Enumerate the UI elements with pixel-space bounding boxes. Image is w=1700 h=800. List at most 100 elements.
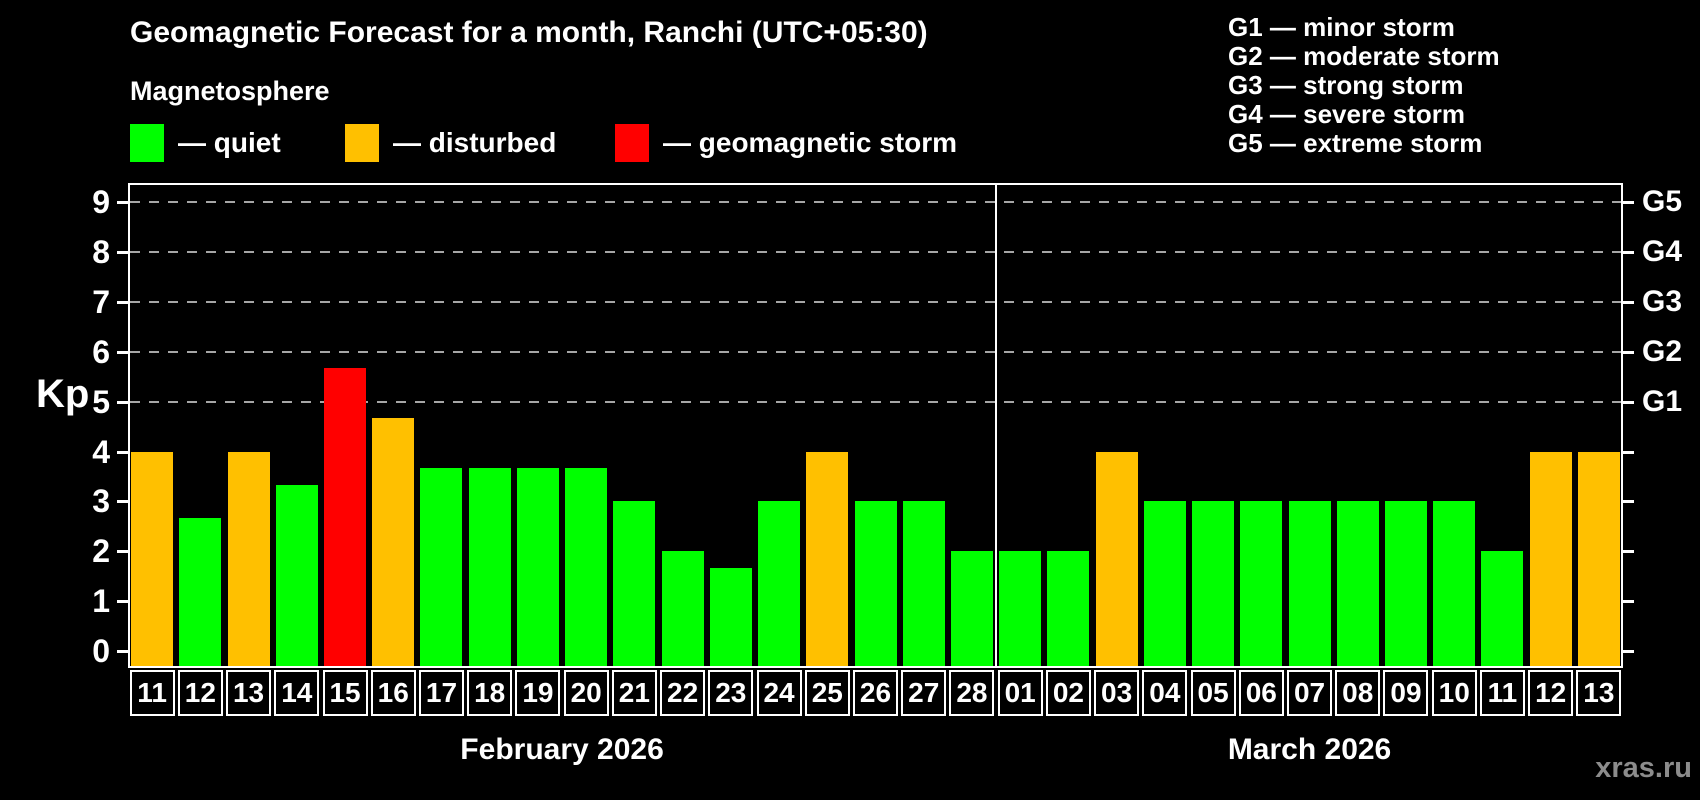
x-axis-day-label: 26 — [853, 670, 898, 716]
x-axis-day-label: 07 — [1287, 670, 1333, 716]
kp-bar — [516, 468, 559, 666]
g-legend-line: G5 — extreme storm — [1228, 128, 1483, 158]
y-tick-right — [1623, 350, 1634, 354]
kp-bar — [950, 551, 993, 666]
y-tick-left — [117, 500, 128, 504]
kp-bar — [1481, 551, 1524, 666]
x-axis-day-label: 12 — [177, 670, 223, 716]
x-axis-day-label: 22 — [660, 670, 706, 716]
disturbed-color-swatch-icon — [345, 124, 379, 162]
g-scale-legend: G1 — minor storm G2 — moderate storm G3 … — [1228, 13, 1500, 158]
kp-bar — [999, 551, 1042, 666]
month-label: February 2026 — [460, 733, 664, 766]
gridline-kp6 — [130, 350, 1621, 353]
x-axis-day-label: 02 — [1045, 670, 1091, 716]
kp-bar — [1529, 451, 1572, 666]
watermark: xras.ru — [1595, 752, 1692, 784]
kp-bar — [806, 451, 849, 666]
x-axis-day-label: 27 — [901, 670, 947, 716]
y-axis-tick-label: 5 — [92, 383, 110, 420]
x-axis-day-label: 08 — [1335, 670, 1381, 716]
legend-title: Magnetosphere — [130, 76, 330, 106]
x-axis-day-label: 01 — [997, 670, 1043, 716]
y-tick-left — [117, 350, 128, 354]
y-tick-left — [117, 400, 128, 404]
y-tick-left — [117, 450, 128, 454]
kp-bar — [1240, 501, 1283, 666]
kp-bar — [1192, 501, 1235, 666]
y-tick-left — [117, 650, 128, 653]
y-axis-tick-label: 7 — [92, 284, 110, 321]
x-axis-day-label: 21 — [611, 670, 657, 716]
kp-bar — [1577, 451, 1620, 666]
storm-color-swatch-icon — [615, 124, 649, 162]
gridline-kp8 — [130, 251, 1621, 254]
legend-item-label: — disturbed — [393, 127, 557, 158]
x-axis-day-label: 28 — [949, 670, 995, 716]
kp-bar — [131, 451, 174, 666]
x-axis-day-label: 13 — [226, 670, 272, 716]
g-scale-tick-label: G4 — [1642, 235, 1683, 269]
y-tick-right — [1623, 400, 1634, 404]
x-axis-day-label: 12 — [1528, 670, 1574, 716]
x-axis-day-label: 11 — [1479, 670, 1525, 716]
y-tick-right — [1623, 600, 1634, 604]
y-tick-right — [1623, 450, 1634, 454]
kp-bar — [902, 501, 945, 666]
x-axis-day-label: 24 — [756, 670, 802, 716]
g-scale-tick-label: G1 — [1642, 384, 1683, 418]
g-legend-line: G4 — severe storm — [1228, 99, 1466, 129]
legend-item-disturbed: — disturbed — [345, 122, 556, 164]
x-axis-day-label: 09 — [1383, 670, 1429, 716]
y-axis-tick-label: 3 — [92, 483, 110, 520]
y-axis-tick-label: 1 — [92, 583, 110, 620]
gridline-kp5 — [130, 400, 1621, 403]
y-axis-tick-label: 8 — [92, 234, 110, 271]
kp-bar — [854, 501, 897, 666]
y-tick-left — [117, 550, 128, 554]
kp-bar — [1336, 501, 1379, 666]
y-tick-left — [117, 600, 128, 604]
y-axis-tick-label: 9 — [92, 184, 110, 221]
g-legend-line: G3 — strong storm — [1228, 70, 1464, 100]
y-axis-title: Kp — [36, 372, 90, 416]
x-axis-day-label: 25 — [804, 670, 850, 716]
kp-bar — [1047, 551, 1090, 666]
kp-bar — [661, 551, 704, 666]
legend-item-storm: — geomagnetic storm — [615, 122, 957, 164]
kp-bar — [565, 468, 608, 666]
x-axis-day-label: 23 — [708, 670, 754, 716]
y-tick-right — [1623, 251, 1634, 255]
g-legend-line: G1 — minor storm — [1228, 12, 1455, 42]
g-scale-tick-label: G3 — [1642, 285, 1683, 319]
gridline-kp7 — [130, 301, 1621, 304]
x-axis-day-label: 20 — [563, 670, 609, 716]
g-scale-tick-label: G2 — [1642, 334, 1683, 368]
x-axis-day-label: 14 — [274, 670, 320, 716]
y-tick-right — [1623, 301, 1634, 305]
gridline-kp9 — [130, 201, 1621, 204]
quiet-color-swatch-icon — [130, 124, 164, 162]
g-legend-line: G2 — moderate storm — [1228, 41, 1500, 71]
y-tick-right — [1623, 550, 1634, 554]
kp-bar — [1433, 501, 1476, 666]
y-tick-right — [1623, 500, 1634, 504]
x-axis-day-label: 16 — [370, 670, 416, 716]
g-scale-tick-label: G5 — [1642, 185, 1683, 219]
x-axis-day-label: 10 — [1431, 670, 1477, 716]
kp-bar — [709, 567, 752, 666]
y-axis-tick-label: 0 — [92, 633, 110, 669]
y-tick-left — [117, 251, 128, 255]
legend-item-label: — quiet — [178, 127, 281, 158]
y-tick-left — [117, 301, 128, 305]
y-tick-left — [117, 201, 128, 205]
x-axis-day-label: 18 — [467, 670, 513, 716]
kp-bar — [324, 368, 367, 666]
x-axis-day-label: 06 — [1238, 670, 1284, 716]
kp-bar — [227, 451, 270, 666]
kp-bar — [468, 468, 511, 666]
y-axis-tick-label: 2 — [92, 533, 110, 570]
kp-bar — [758, 501, 801, 666]
kp-bar — [1288, 501, 1331, 666]
